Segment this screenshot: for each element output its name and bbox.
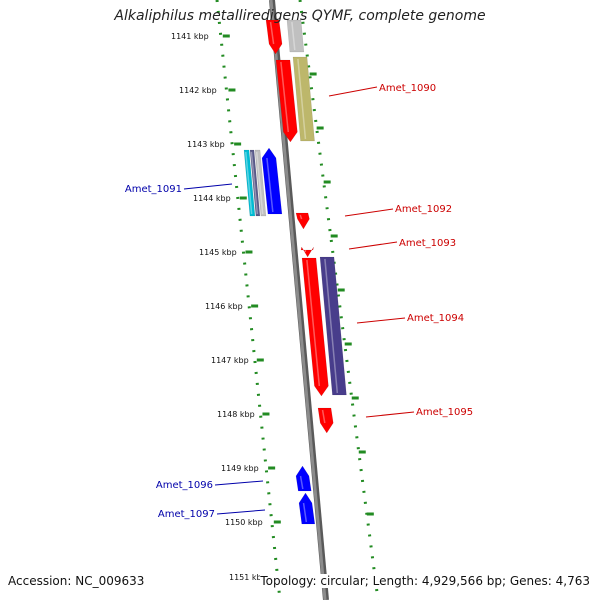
scale-tick-label: 1143 kbp [187,140,225,149]
gene-amet-1091-cds-highlight [266,157,274,213]
gene-amet-1092-cds-highlight [299,214,303,220]
scale-tick-label: 1146 kbp [205,302,243,311]
scale-minor-tick [330,234,338,238]
gene-label-leader [328,86,378,97]
scale-guide-right [298,0,380,601]
scale-tick-label: 1141 kbp [171,32,209,41]
gene-label-leader [214,480,264,486]
scale-minor-tick [351,396,359,400]
scale-minor-tick [316,126,324,130]
gene-label[interactable]: Amet_1090 [379,83,436,94]
scale-tick [262,412,270,416]
gene-label[interactable]: Amet_1095 [416,407,473,418]
scale-tick-label: 1145 kbp [199,248,237,257]
scale-tick [234,142,242,146]
scale-tick-label: 1147 kbp [211,356,249,365]
gene-amet-1090-cds [275,59,298,143]
gene-amet-1094-cds [301,257,329,397]
gene-amet-1096-cds-highlight [299,475,304,490]
genome-summary-text: Topology: circular; Length: 4,929,566 bp… [260,574,590,588]
scale-minor-tick [337,288,345,292]
scale-tick [228,88,236,92]
gene-amet-1097-cds [298,492,316,525]
gene-amet-1091-cds [261,147,283,215]
scale-tick [268,466,276,470]
scale-tick [273,520,281,524]
gene-amet-1095-cds-highlight [321,409,326,424]
scale-minor-tick [309,72,317,76]
scale-tick [245,250,253,254]
scale-tick-label: 1144 kbp [193,194,231,203]
scale-tick [239,196,247,200]
scale-tick-label: 1151 kbp [229,573,267,582]
gene-label[interactable]: Amet_1096 [156,480,213,491]
gene-partial-red [265,19,283,55]
scale-guide-left [215,0,282,601]
gene-amet-1090-cds-highlight [280,61,290,133]
gene-amet-1094-feature [319,256,347,396]
scale-minor-tick [366,512,374,516]
gene-amet-1093-cds-highlight [304,246,307,253]
scale-tick-label: 1148 kbp [217,410,255,419]
gene-partial-grey-highlight [291,21,296,51]
gene-amet-1091-cyan-highlight [245,151,253,215]
gene-label-leader [183,183,233,190]
gene-amet-1093-cds [300,246,314,258]
scale-minor-tick [344,342,352,346]
gene-label[interactable]: Amet_1092 [395,204,452,215]
scale-minor-tick [358,450,366,454]
gene-label-leader [365,411,415,418]
gene-amet-1091-slate-highlight [250,151,259,215]
gene-label-leader [344,208,394,217]
gene-label[interactable]: Amet_1093 [399,238,456,249]
gene-amet-1091-grey [254,149,267,217]
gene-amet-1091-slate [249,149,261,217]
gene-partial-red-highlight [269,21,275,45]
scale-tick-label: 1142 kbp [179,86,217,95]
gene-label[interactable]: Amet_1091 [125,184,182,195]
genome-backbone [269,0,327,601]
gene-amet-1091-grey-highlight [256,151,264,215]
gene-partial-grey [286,19,305,53]
scale-tick-label: 1149 kbp [221,464,259,473]
gene-amet-1090-feature [292,56,315,142]
gene-label[interactable]: Amet_1094 [407,313,464,324]
gene-label-leader [348,241,398,250]
gene-amet-1090-feature-highlight [297,58,307,140]
gene-amet-1097-cds-highlight [302,502,308,523]
page-title: Alkaliphilus metalliredigens QYMF, compl… [114,8,486,24]
accession-text: Accession: NC_009633 [8,574,145,588]
scale-tick [222,34,230,38]
gene-amet-1095-cds [317,407,334,434]
gene-label[interactable]: Amet_1097 [158,509,215,520]
gene-amet-1096-cds [295,465,312,492]
gene-amet-1094-feature-highlight [324,258,339,394]
scale-tick-label: 1150 kbp [225,518,263,527]
scale-tick [256,358,264,362]
scale-tick [251,304,259,308]
gene-label-leader [356,317,406,324]
gene-amet-1094-cds-highlight [306,259,321,387]
gene-amet-1092-cds [295,212,310,230]
scale-minor-tick [323,180,331,184]
gene-label-leader [216,509,266,515]
gene-amet-1091-cyan [243,149,256,217]
